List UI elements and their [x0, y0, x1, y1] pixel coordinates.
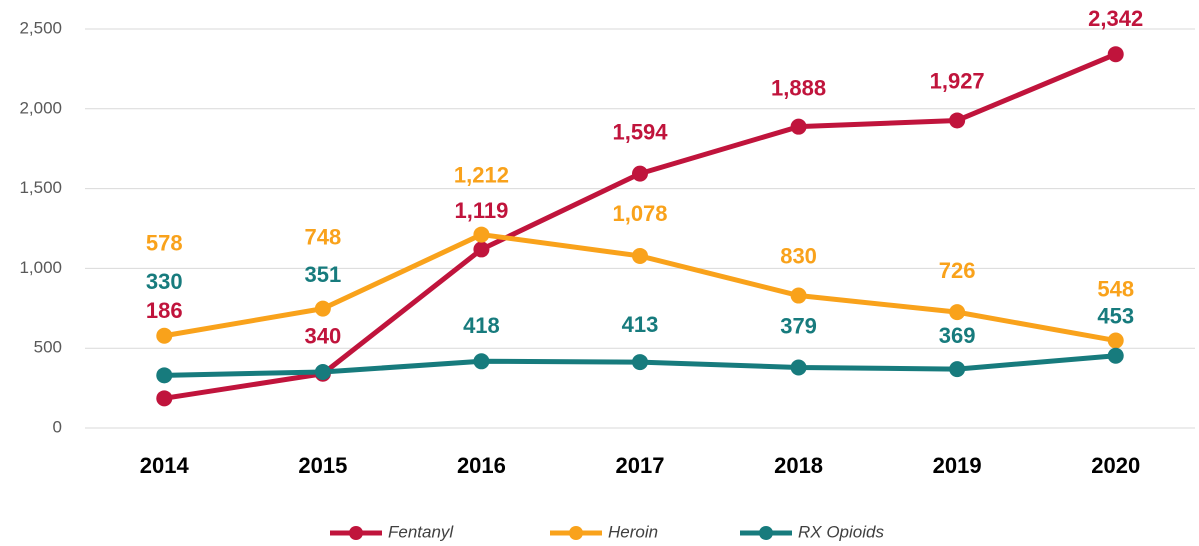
y-tick-label: 1,000 — [19, 258, 62, 277]
point — [949, 304, 966, 321]
data-label: 1,212 — [454, 162, 509, 187]
y-tick-label: 0 — [53, 417, 62, 436]
data-label: 369 — [939, 323, 976, 348]
point — [632, 354, 648, 371]
point — [473, 241, 490, 258]
point — [314, 300, 331, 317]
point — [949, 361, 966, 378]
point — [632, 247, 648, 264]
data-label: 351 — [304, 262, 341, 287]
y-tick-label: 1,500 — [19, 178, 62, 197]
x-tick-label: 2020 — [1091, 453, 1140, 478]
x-tick-label: 2014 — [140, 453, 190, 478]
y-tick-label: 2,500 — [19, 18, 62, 37]
point — [473, 226, 490, 243]
point — [790, 287, 807, 304]
data-label: 1,888 — [771, 75, 826, 100]
x-tick-label: 2019 — [933, 453, 982, 478]
point — [632, 165, 648, 182]
data-label: 1,078 — [612, 201, 667, 226]
x-tick-label: 2016 — [457, 453, 506, 478]
data-label: 578 — [146, 231, 183, 256]
legend-label: Heroin — [608, 522, 658, 541]
x-tick-label: 2017 — [616, 453, 665, 478]
data-label: 548 — [1097, 276, 1134, 301]
legend-label: Fentanyl — [388, 522, 454, 541]
point — [1107, 332, 1124, 349]
legend-label: RX Opioids — [798, 522, 884, 541]
x-tick-label: 2018 — [774, 453, 823, 478]
point — [1107, 347, 1124, 364]
x-tick-label: 2015 — [298, 453, 347, 478]
data-label: 1,594 — [612, 119, 668, 144]
data-label: 830 — [780, 243, 817, 268]
data-label: 418 — [463, 313, 500, 338]
data-label: 379 — [780, 313, 817, 338]
point — [1107, 46, 1124, 63]
data-label: 1,927 — [930, 68, 985, 93]
point — [156, 367, 173, 384]
data-label: 748 — [304, 224, 341, 249]
point — [790, 118, 807, 135]
legend-marker — [349, 526, 363, 540]
y-tick-label: 500 — [34, 338, 62, 357]
data-label: 2,342 — [1088, 6, 1143, 31]
point — [314, 363, 331, 380]
data-label: 330 — [146, 269, 183, 294]
data-label: 186 — [146, 298, 183, 323]
legend-marker — [569, 526, 583, 540]
point — [949, 112, 966, 129]
data-label: 453 — [1097, 304, 1134, 329]
point — [156, 390, 173, 407]
data-label: 340 — [304, 324, 341, 349]
y-tick-label: 2,000 — [19, 98, 62, 117]
legend-marker — [759, 526, 773, 540]
point — [790, 359, 807, 376]
point — [156, 327, 173, 344]
data-label: 726 — [939, 258, 976, 283]
point — [473, 353, 490, 370]
data-label: 413 — [622, 312, 659, 337]
data-label: 1,119 — [455, 198, 509, 223]
